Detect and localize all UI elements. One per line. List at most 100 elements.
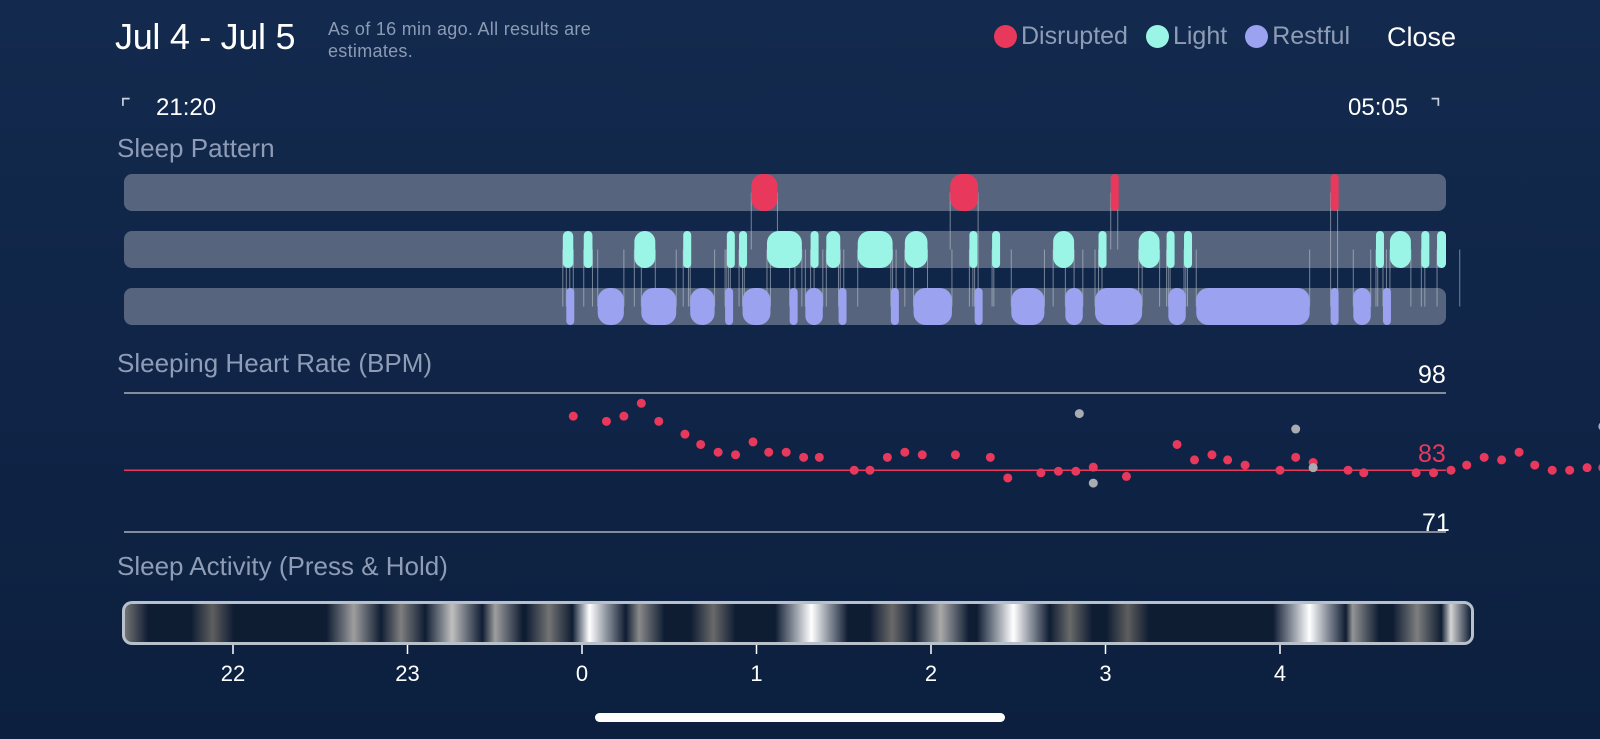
- hr-outlier-point: [1088, 478, 1098, 488]
- sleep-pattern-svg: [124, 174, 1461, 325]
- light-segment: [1098, 231, 1107, 268]
- hr-point: [1514, 447, 1524, 457]
- disrupted-segment: [1110, 174, 1119, 211]
- track-disrupted: [124, 174, 1446, 211]
- hr-point: [1207, 450, 1217, 460]
- light-segment: [739, 231, 748, 268]
- hr-point: [950, 450, 960, 460]
- hr-point: [1223, 455, 1233, 465]
- axis-tick-label: 22: [220, 661, 246, 686]
- hr-point: [1121, 471, 1131, 481]
- disrupted-segment: [950, 174, 979, 211]
- legend-item-restful: Restful: [1245, 22, 1350, 51]
- disrupted-segment: [1330, 174, 1339, 211]
- light-segment: [857, 231, 893, 268]
- hr-point: [764, 447, 774, 457]
- hr-point: [1462, 460, 1472, 470]
- hr-max-label: 98: [1418, 361, 1446, 389]
- light-segment: [904, 231, 928, 268]
- hr-point: [1053, 466, 1063, 476]
- hr-point: [1088, 462, 1098, 472]
- hr-outlier-point: [1074, 409, 1084, 419]
- axis-tick-label: 3: [1099, 661, 1112, 686]
- hr-point: [1189, 455, 1199, 465]
- hr-point: [696, 439, 706, 449]
- axis-tick-label: 0: [575, 661, 589, 686]
- light-segment: [1421, 231, 1430, 268]
- hr-point: [1446, 465, 1456, 475]
- hr-point: [1565, 465, 1575, 475]
- end-bracket-icon: ⌝: [1430, 95, 1442, 122]
- hr-point: [1240, 460, 1250, 470]
- hr-point: [1003, 473, 1013, 483]
- restful-segment: [890, 288, 899, 325]
- legend-label-disrupted: Disrupted: [1020, 22, 1128, 50]
- hr-point: [882, 452, 892, 462]
- light-segment: [1375, 231, 1384, 268]
- restful-segment: [789, 288, 798, 325]
- restful-segment: [1330, 288, 1339, 325]
- hr-point: [568, 411, 578, 421]
- heart-rate-svg: [124, 392, 1600, 533]
- hr-point: [917, 450, 927, 460]
- heart-rate-title: Sleeping Heart Rate (BPM): [117, 348, 433, 378]
- sleep-pattern-chart[interactable]: [0, 0, 1600, 340]
- light-segment: [1437, 231, 1446, 268]
- light-segment: [1389, 231, 1411, 268]
- end-time: 05:05: [1348, 94, 1409, 121]
- start-bracket-icon: ⌜: [120, 95, 132, 122]
- light-segment: [583, 231, 593, 268]
- restful-segment: [725, 288, 734, 325]
- sleep-activity-bar[interactable]: [122, 601, 1474, 645]
- hr-avg-label: 83: [1418, 440, 1446, 468]
- hr-point: [1343, 465, 1353, 475]
- home-indicator[interactable]: [595, 713, 1005, 722]
- light-segment: [826, 231, 841, 268]
- restful-segment: [1011, 288, 1045, 325]
- restful-segment: [838, 288, 847, 325]
- light-dot-icon: [1145, 25, 1169, 48]
- restful-segment: [1196, 288, 1310, 325]
- hr-point: [654, 416, 664, 426]
- restful-segment: [1353, 288, 1371, 325]
- restful-segment: [597, 288, 624, 325]
- axis-tick-label: 23: [395, 661, 420, 686]
- restful-segment: [690, 288, 715, 325]
- restful-segment: [913, 288, 952, 325]
- hr-point: [1429, 468, 1439, 478]
- hr-point: [601, 416, 611, 426]
- sleep-pattern-title: Sleep Pattern: [117, 133, 275, 163]
- restful-segment: [1065, 288, 1083, 325]
- light-segment: [992, 231, 1001, 268]
- light-segment: [562, 231, 574, 268]
- restful-dot-icon: [1245, 25, 1269, 48]
- restful-segment: [1168, 288, 1186, 325]
- light-segment: [766, 231, 802, 268]
- axis-tick-label: 2: [924, 661, 938, 686]
- hr-point: [636, 398, 646, 408]
- hr-point: [1530, 460, 1540, 470]
- hr-point: [1411, 468, 1421, 478]
- hr-point: [1071, 466, 1081, 476]
- date-range-title: Jul 4 - Jul 5: [115, 16, 296, 57]
- sleep-activity-title: Sleep Activity (Press & Hold): [117, 551, 448, 581]
- light-segment: [726, 231, 735, 268]
- start-time: 21:20: [156, 94, 217, 121]
- legend-label-light: Light: [1172, 22, 1228, 50]
- hr-point: [748, 437, 758, 447]
- light-segment: [1053, 231, 1075, 268]
- hr-point: [814, 452, 824, 462]
- disrupted-segment: [751, 174, 778, 211]
- close-button[interactable]: Close: [1386, 22, 1456, 52]
- hr-point: [799, 452, 809, 462]
- restful-segment: [641, 288, 677, 325]
- hr-point: [1479, 452, 1489, 462]
- hr-point: [849, 465, 859, 475]
- hr-point: [900, 447, 910, 457]
- light-segment: [1138, 231, 1160, 268]
- restful-segment: [974, 288, 983, 325]
- hr-point: [1036, 468, 1046, 478]
- hr-point: [680, 429, 690, 439]
- hr-point: [1275, 465, 1285, 475]
- light-segment: [969, 231, 978, 268]
